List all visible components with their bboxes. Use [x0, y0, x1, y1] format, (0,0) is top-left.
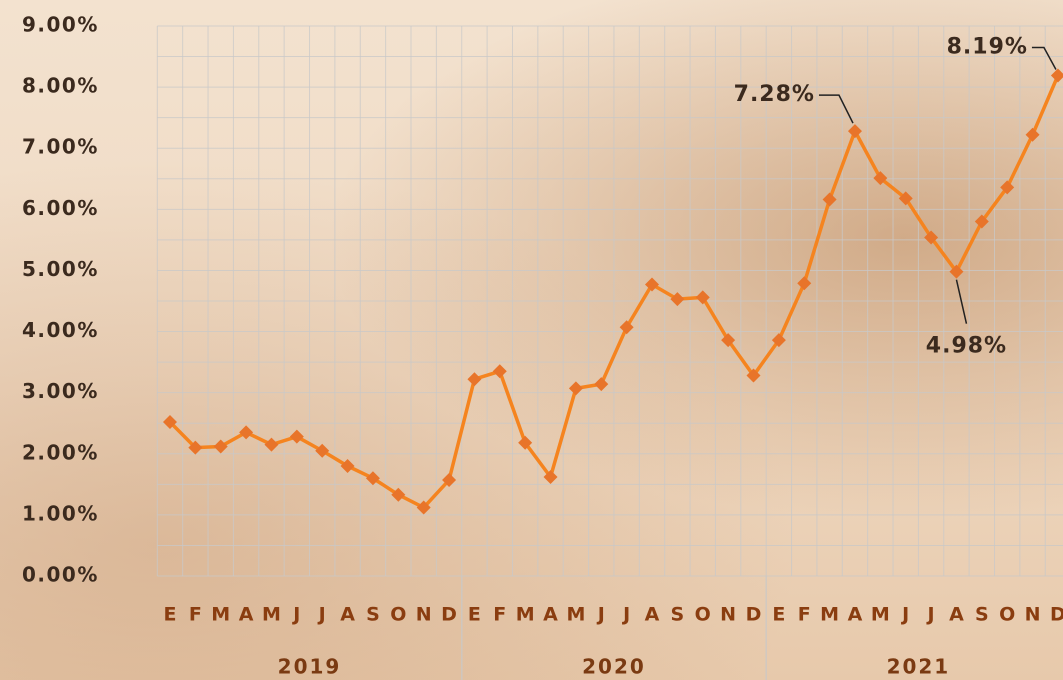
y-tick-label: 6.00% — [22, 196, 99, 220]
label-leader — [818, 94, 854, 124]
marker — [949, 264, 964, 279]
x-tick-label: J — [900, 604, 909, 626]
x-tick-label: O — [999, 604, 1015, 626]
x-tick-label: O — [695, 604, 711, 626]
marker — [568, 381, 583, 396]
x-tick-label: F — [189, 604, 202, 626]
group-label: 2020 — [582, 655, 646, 679]
marker — [1000, 180, 1015, 195]
x-tick-label: J — [596, 604, 605, 626]
x-tick-label: E — [772, 604, 785, 626]
x-tick-label: S — [366, 604, 380, 626]
marker — [391, 487, 406, 502]
x-tick-label: A — [848, 604, 863, 626]
x-tick-label: A — [340, 604, 355, 626]
marker — [239, 425, 254, 440]
data-label: 8.19% — [947, 35, 1028, 60]
marker — [442, 473, 457, 488]
x-tick-label: M — [516, 604, 535, 626]
label-leader — [955, 279, 968, 324]
y-tick-label: 7.00% — [22, 135, 99, 159]
x-tick-label: E — [468, 604, 481, 626]
y-tick-label: 1.00% — [22, 501, 99, 525]
x-tick-label: D — [746, 604, 762, 626]
x-tick-label: A — [949, 604, 964, 626]
x-tick-label: A — [645, 604, 660, 626]
marker — [213, 439, 228, 454]
marker — [822, 192, 837, 207]
marker — [188, 440, 203, 455]
marker — [974, 214, 989, 229]
x-tick-label: M — [871, 604, 890, 626]
marker — [162, 415, 177, 429]
x-tick-label: J — [926, 604, 935, 626]
x-tick-label: M — [262, 604, 281, 626]
x-tick-label: S — [671, 604, 685, 626]
x-tick-label: J — [291, 604, 300, 626]
x-tick-label: S — [975, 604, 989, 626]
marker — [264, 437, 279, 452]
x-tick-label: N — [720, 604, 736, 626]
x-tick-label: A — [543, 604, 558, 626]
group-label: 2021 — [887, 655, 951, 679]
data-label: 4.98% — [926, 334, 1007, 359]
marker — [492, 364, 507, 379]
marker — [645, 277, 660, 292]
x-tick-label: F — [798, 604, 811, 626]
y-tick-label: 9.00% — [22, 13, 99, 37]
x-tick-label: D — [1050, 604, 1063, 626]
x-tick-label: M — [820, 604, 839, 626]
x-tick-label: M — [566, 604, 585, 626]
marker — [847, 124, 862, 139]
x-tick-label: J — [317, 604, 326, 626]
marker — [518, 435, 533, 450]
marker — [797, 276, 812, 291]
x-tick-label: A — [239, 604, 254, 626]
marker — [315, 443, 330, 458]
x-tick-label: N — [416, 604, 432, 626]
marker — [619, 320, 634, 335]
marker — [873, 171, 888, 186]
y-tick-label: 5.00% — [22, 257, 99, 281]
marker — [416, 500, 431, 515]
x-tick-label: M — [211, 604, 230, 626]
marker — [898, 191, 913, 206]
y-tick-label: 0.00% — [22, 563, 99, 587]
marker — [924, 230, 939, 245]
marker — [1050, 68, 1063, 83]
x-tick-label: D — [441, 604, 457, 626]
marker — [1025, 127, 1040, 142]
marker — [695, 290, 710, 305]
x-tick-label: N — [1025, 604, 1041, 626]
marker — [289, 429, 304, 444]
marker — [467, 372, 482, 387]
y-tick-label: 8.00% — [22, 74, 99, 98]
y-tick-label: 2.00% — [22, 440, 99, 464]
y-tick-label: 4.00% — [22, 318, 99, 342]
x-tick-label: F — [493, 604, 506, 626]
marker — [340, 459, 355, 473]
marker — [771, 333, 786, 348]
y-tick-label: 3.00% — [22, 379, 99, 403]
marker — [670, 292, 685, 307]
group-label: 2019 — [278, 655, 342, 679]
marker — [594, 377, 609, 392]
x-tick-label: J — [621, 604, 630, 626]
label-leader — [1031, 46, 1057, 70]
data-label: 7.28% — [734, 82, 815, 107]
marker — [365, 471, 380, 486]
x-tick-label: O — [390, 604, 406, 626]
marker — [543, 470, 558, 484]
marker — [721, 333, 736, 348]
x-tick-label: E — [163, 604, 176, 626]
marker — [746, 368, 761, 383]
